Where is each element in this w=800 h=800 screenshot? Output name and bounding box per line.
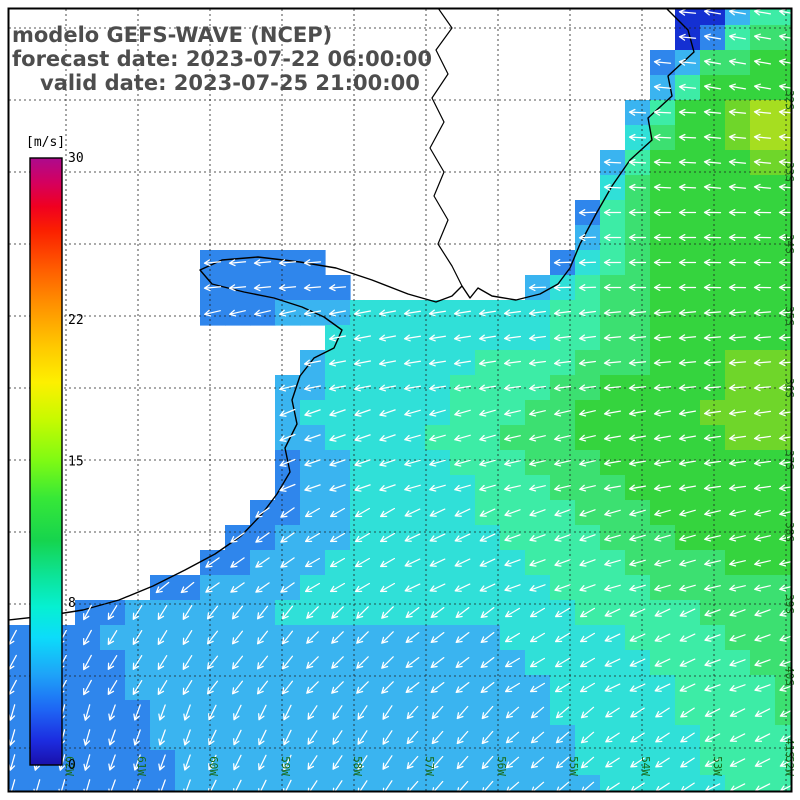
valid-date: valid date: 2023-07-25 21:00:00 <box>40 71 420 95</box>
lat-label: 32S <box>783 90 796 110</box>
river <box>429 9 463 287</box>
lon-label: 57W <box>423 756 436 776</box>
wind-arrows <box>9 9 791 791</box>
coastline <box>9 9 695 621</box>
lon-label: 60W <box>207 756 220 776</box>
lon-label: 54W <box>639 756 652 776</box>
lon-label: 56W <box>495 756 508 776</box>
coastline-layer <box>9 9 695 621</box>
map-frame <box>7 7 793 793</box>
lon-label: 61W <box>135 756 148 776</box>
lon-label: 55W <box>567 756 580 776</box>
colorbar-gradient <box>29 157 63 766</box>
lat-label: 37S <box>783 450 796 470</box>
colorbar-tick-label: 22 <box>68 313 84 328</box>
lat-label: 40S <box>783 666 796 686</box>
lon-label: 58W <box>351 756 364 776</box>
lat-label: 36S <box>783 378 796 398</box>
lat-label: 33S <box>783 162 796 182</box>
colorbar-tick-label: 30 <box>68 151 84 166</box>
lat-label: 38S <box>783 522 796 542</box>
lon-label: 53W <box>711 756 724 776</box>
colorbar-unit-label: [m/s] <box>26 135 65 150</box>
colorbar-tick-label: 0 <box>68 758 76 773</box>
wind-arrows-layer <box>9 9 791 791</box>
colorbar: [m/s] 30 22 15 8 0 <box>26 135 84 773</box>
lon-label: 59W <box>279 756 292 776</box>
geo-labels-layer: 32S 33S 34S 35S 36S 37S 38S 39S 40S 41S 62W 61W 60W 5… <box>63 90 796 776</box>
lat-label: 35S <box>783 306 796 326</box>
colorbar-tick-label: 8 <box>68 596 76 611</box>
lon-label: 52W <box>783 756 796 776</box>
map-title: modelo GEFS-WAVE (NCEP) <box>12 23 332 47</box>
lat-label: 41S <box>783 738 796 758</box>
lat-label: 39S <box>783 594 796 614</box>
colorbar-tick-label: 15 <box>68 455 84 470</box>
forecast-date: forecast date: 2023-07-22 06:00:00 <box>12 47 432 71</box>
lon-label: 62W <box>63 756 76 776</box>
lat-label: 34S <box>783 234 796 254</box>
